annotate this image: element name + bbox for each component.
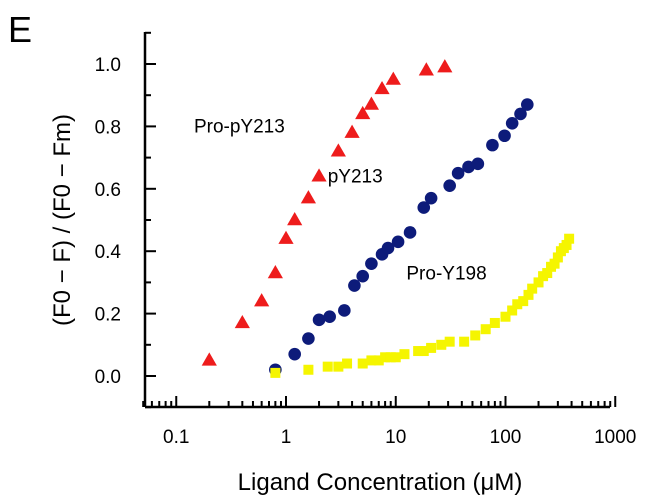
square-point [322, 361, 333, 372]
triangle-point [287, 212, 303, 226]
triangle-point [418, 62, 434, 76]
circle-point [338, 304, 351, 317]
square-point [333, 361, 344, 372]
triangle-point [278, 230, 294, 244]
square-point [470, 330, 481, 341]
y-tick-label: 1.0 [95, 55, 121, 76]
series-py213 [269, 98, 534, 377]
y-axis-title: (F0 − F) / (F0 − Fm) [49, 114, 76, 326]
square-point [489, 317, 500, 328]
axis-ticks [142, 31, 617, 409]
triangle-point [355, 105, 371, 120]
square-point [426, 342, 437, 353]
x-axis-title: Ligand Concentration (μM) [238, 469, 523, 496]
triangle-point [330, 143, 346, 157]
square-point [399, 349, 410, 360]
square-point [507, 305, 518, 316]
square-point [542, 268, 553, 279]
circle-point [391, 235, 405, 249]
square-point [413, 346, 424, 357]
circle-point [348, 279, 361, 292]
y-tick-label: 0.0 [95, 367, 121, 388]
series-label-pro-y198: Pro-Y198 [406, 263, 486, 284]
triangle-point [201, 352, 217, 366]
circle-point [514, 107, 527, 121]
triangle-point [267, 265, 283, 279]
square-point [518, 296, 529, 307]
y-tick-label: 0.8 [95, 117, 121, 138]
circle-point [443, 179, 456, 192]
panel-letter: E [8, 9, 32, 50]
circle-point [381, 241, 395, 255]
triangle-point [437, 59, 453, 73]
square-point [444, 336, 455, 347]
square-point [418, 346, 429, 357]
square-point [533, 277, 544, 288]
y-tick-label: 0.2 [95, 305, 121, 326]
square-point [366, 355, 377, 366]
circle-point [521, 98, 534, 111]
square-point [564, 233, 575, 244]
circle-point [486, 138, 499, 152]
square-point [552, 252, 563, 263]
series-labels: Pro-pY213 pY213 Pro-Y198 [194, 117, 487, 285]
square-point [373, 355, 384, 366]
circle-point [403, 226, 417, 239]
square-point [303, 364, 314, 375]
square-point [523, 289, 534, 300]
square-point [512, 299, 523, 310]
square-point [459, 336, 470, 347]
circle-point [323, 310, 336, 324]
axes [143, 32, 610, 409]
circle-point [356, 269, 370, 283]
y-tick-label: 0.4 [95, 242, 122, 263]
circle-point [451, 166, 465, 180]
square-point [270, 367, 281, 378]
x-tick-label: 100 [490, 427, 522, 448]
triangle-point [385, 71, 401, 85]
x-tick-label: 0.1 [163, 427, 189, 448]
series-label-py213: pY213 [328, 167, 383, 188]
square-point [527, 283, 538, 294]
series-pro-y198 [270, 233, 575, 378]
x-tick-label: 10 [385, 427, 406, 448]
square-point [436, 339, 447, 350]
square-point [549, 258, 560, 269]
circle-point [471, 157, 485, 171]
triangle-point [311, 168, 327, 182]
triangle-point [344, 124, 360, 138]
square-point [480, 324, 491, 335]
triangle-point [234, 314, 250, 329]
square-point [561, 239, 572, 250]
series-pro-py213 [201, 59, 453, 366]
circle-point [302, 332, 315, 345]
data-marks [201, 59, 575, 378]
series-label-pro-py213: Pro-pY213 [194, 117, 285, 138]
triangle-point [374, 80, 390, 95]
circle-point [498, 129, 511, 143]
circle-point [288, 347, 301, 361]
square-point [380, 352, 391, 363]
x-tick-label: 1 [281, 427, 292, 448]
triangle-point [300, 190, 317, 204]
circle-point [365, 257, 378, 270]
square-point [390, 352, 401, 363]
axis-tick-labels: 0.0 0.2 0.4 0.6 0.8 1.0 0.1 1 10 100 1000 [95, 55, 637, 448]
square-point [357, 358, 368, 369]
circle-point [312, 313, 326, 327]
square-point [385, 352, 396, 363]
triangle-point [363, 96, 380, 110]
square-point [342, 358, 353, 369]
triangle-point [254, 293, 270, 307]
circle-point [505, 116, 519, 130]
y-tick-label: 0.6 [95, 180, 121, 201]
square-point [500, 311, 511, 322]
x-tick-label: 1000 [594, 427, 636, 448]
circle-point [417, 201, 431, 214]
circle-point [424, 191, 438, 205]
